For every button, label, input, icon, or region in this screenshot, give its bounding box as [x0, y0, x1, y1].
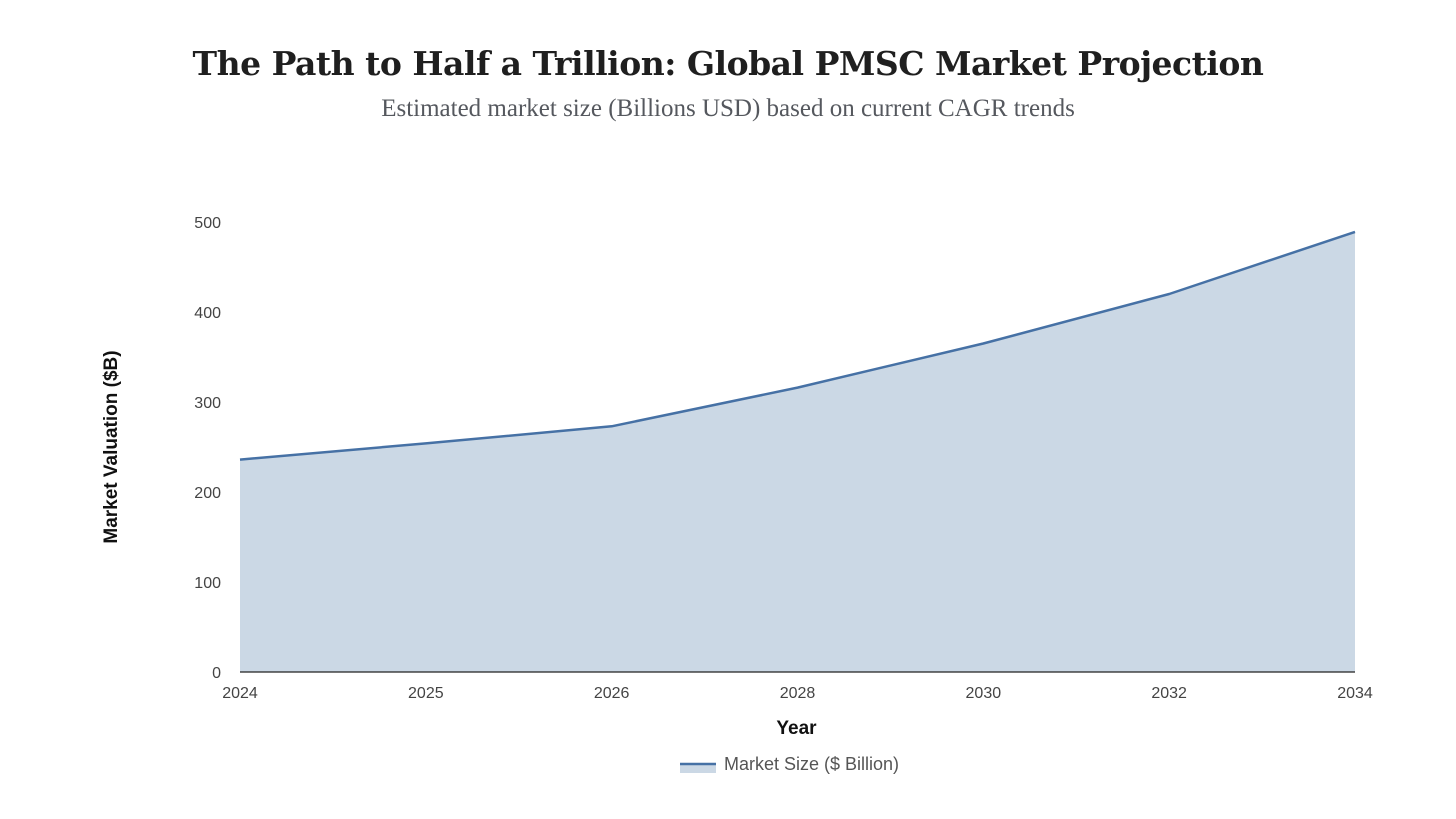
- x-tick-label: 2024: [222, 685, 258, 702]
- legend-swatch: [680, 763, 716, 773]
- y-tick-label: 200: [194, 485, 221, 502]
- area-fill: [240, 231, 1355, 672]
- x-tick-label: 2028: [780, 685, 816, 702]
- y-axis-title: Market Valuation ($B): [101, 350, 122, 543]
- y-tick-label: 100: [194, 575, 221, 592]
- y-tick-label: 500: [194, 215, 221, 232]
- x-tick-label: 2034: [1337, 685, 1373, 702]
- y-axis-ticks: 0 100 200 300 400 500: [194, 215, 221, 682]
- x-axis-ticks: 2024 2025 2026 2028 2030 2032 2034: [222, 685, 1373, 702]
- x-tick-label: 2026: [594, 685, 630, 702]
- x-tick-label: 2032: [1151, 685, 1187, 702]
- y-tick-label: 0: [212, 665, 221, 682]
- x-tick-label: 2025: [408, 685, 444, 702]
- legend-label: Market Size ($ Billion): [724, 754, 899, 774]
- legend[interactable]: Market Size ($ Billion): [680, 754, 899, 774]
- chart-subtitle: Estimated market size (Billions USD) bas…: [381, 95, 1075, 122]
- chart-title: The Path to Half a Trillion: Global PMSC…: [192, 44, 1264, 83]
- series-line: [239, 230, 1356, 461]
- y-tick-label: 400: [194, 305, 221, 322]
- plot-area: [239, 230, 1356, 672]
- x-tick-label: 2030: [966, 685, 1002, 702]
- y-tick-label: 300: [194, 395, 221, 412]
- x-axis-title: Year: [776, 718, 817, 739]
